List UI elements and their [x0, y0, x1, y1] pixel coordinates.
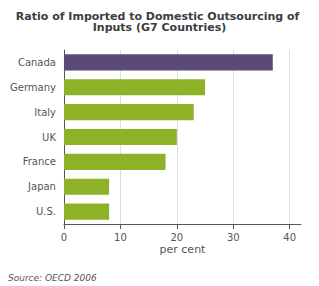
- svg-text:per cent: per cent: [160, 243, 207, 256]
- svg-text:Source: OECD 2006: Source: OECD 2006: [8, 273, 97, 283]
- svg-text:Italy: Italy: [34, 107, 56, 118]
- svg-text:UK: UK: [42, 132, 56, 143]
- svg-text:0: 0: [61, 232, 67, 243]
- svg-text:U.S.: U.S.: [36, 206, 56, 217]
- svg-text:Canada: Canada: [18, 57, 56, 68]
- svg-text:Germany: Germany: [10, 82, 56, 93]
- svg-text:30: 30: [227, 232, 240, 243]
- svg-text:France: France: [23, 156, 56, 167]
- svg-text:Ratio of Imported to Domestic: Ratio of Imported to Domestic Outsourcin…: [15, 10, 304, 23]
- svg-text:Japan: Japan: [27, 181, 56, 192]
- svg-text:10: 10: [114, 232, 127, 243]
- svg-text:40: 40: [283, 232, 296, 243]
- svg-text:20: 20: [170, 232, 183, 243]
- svg-text:Inputs (G7 Countries): Inputs (G7 Countries): [93, 21, 227, 34]
